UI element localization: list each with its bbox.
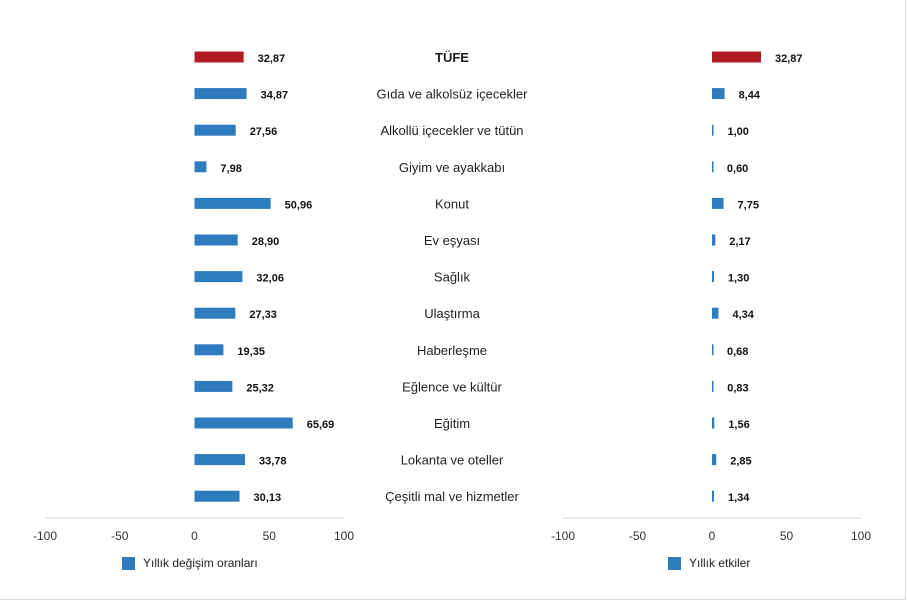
right-value-label: 2,17 [729, 236, 750, 248]
category-label: TÜFE [435, 50, 469, 65]
right-value-label: 4,34 [732, 309, 754, 321]
category-label: Konut [435, 196, 469, 211]
left-bar [194, 307, 236, 319]
category-label: Gıda ve alkolsüz içecekler [376, 87, 528, 102]
right-value-label: 0,68 [727, 346, 748, 358]
right-bar [712, 344, 714, 356]
left-value-label: 34,87 [261, 90, 289, 102]
left-value-label: 32,06 [256, 273, 284, 285]
left-bar [194, 490, 240, 502]
left-chart-rate-of-change: -100 -50 0 50 100 32,87 34,87 27,56 7,98 50,96 28,… [33, 51, 354, 570]
right-tick-label: -100 [551, 529, 575, 543]
right-tick-label: 0 [709, 529, 716, 543]
category-label: Lokanta ve oteller [401, 453, 504, 468]
left-value-label: 30,13 [254, 492, 282, 504]
right-value-label: 7,75 [738, 199, 759, 211]
left-tick-label: 50 [263, 529, 277, 543]
right-bar [712, 124, 714, 136]
category-label: Alkollü içecekler ve tütün [380, 123, 523, 138]
left-value-label: 19,35 [237, 346, 265, 358]
category-label: Ulaştırma [424, 306, 480, 321]
left-value-label: 28,90 [252, 236, 280, 248]
right-bar [712, 454, 717, 466]
right-bar [712, 380, 714, 392]
category-label: Eğitim [434, 416, 470, 431]
left-value-label: 7,98 [220, 163, 241, 175]
left-tick-label: 0 [191, 529, 198, 543]
left-value-label: 50,96 [285, 199, 313, 211]
left-bar [194, 161, 207, 173]
right-legend-swatch [668, 557, 681, 570]
right-chart-annual-impacts: -100 -50 0 50 100 32,87 8,44 1,00 0,60 7,75 2,17 1,… [551, 51, 871, 570]
right-tick-label: -50 [629, 529, 647, 543]
category-label: Sağlık [434, 270, 471, 285]
category-labels: TÜFE Gıda ve alkolsüz içecekler Alkollü iç… [376, 50, 528, 504]
right-bar [712, 197, 724, 209]
left-value-label: 25,32 [246, 382, 274, 394]
left-value-label: 33,78 [259, 456, 287, 468]
right-bar [712, 51, 761, 63]
category-label: Haberleşme [417, 343, 487, 358]
left-value-label: 27,56 [250, 126, 278, 138]
left-bar [194, 344, 224, 356]
right-tick-label: 100 [851, 529, 871, 543]
left-bar [194, 234, 238, 246]
left-value-label: 27,33 [249, 309, 277, 321]
left-bar [194, 454, 246, 466]
right-value-label: 0,83 [727, 382, 748, 394]
right-tick-label: 50 [780, 529, 794, 543]
left-bar [194, 124, 236, 136]
right-bar [712, 417, 715, 429]
right-bar [712, 234, 716, 246]
category-label: Ev eşyası [424, 233, 480, 248]
left-value-label: 32,87 [258, 53, 286, 65]
right-value-label: 1,56 [728, 419, 749, 431]
right-legend-label: Yıllık etkiler [689, 556, 750, 570]
left-legend-label: Yıllık değişim oranları [143, 556, 258, 570]
right-value-label: 1,30 [728, 273, 749, 285]
right-bar [712, 161, 714, 173]
left-bar [194, 197, 271, 209]
right-value-label: 1,00 [727, 126, 748, 138]
left-tick-label: 100 [334, 529, 354, 543]
category-label: Eğlence ve kültür [402, 379, 502, 394]
left-tick-label: -50 [111, 529, 129, 543]
left-bar [194, 51, 244, 63]
right-value-label: 0,60 [727, 163, 748, 175]
right-bar [712, 307, 719, 319]
left-bar [194, 88, 247, 100]
right-bar [712, 88, 725, 100]
right-value-label: 1,34 [728, 492, 750, 504]
right-value-label: 2,85 [730, 456, 751, 468]
category-label: Çeşitli mal ve hizmetler [385, 489, 519, 504]
right-value-label: 32,87 [775, 53, 803, 65]
category-label: Giyim ve ayakkabı [399, 160, 505, 175]
left-bar [194, 271, 243, 283]
right-bar [712, 490, 714, 502]
left-bar [194, 380, 233, 392]
left-value-label: 65,69 [307, 419, 335, 431]
right-value-label: 8,44 [739, 90, 761, 102]
left-bar [194, 417, 293, 429]
left-legend-swatch [122, 557, 135, 570]
right-bar [712, 271, 714, 283]
left-tick-label: -100 [33, 529, 57, 543]
